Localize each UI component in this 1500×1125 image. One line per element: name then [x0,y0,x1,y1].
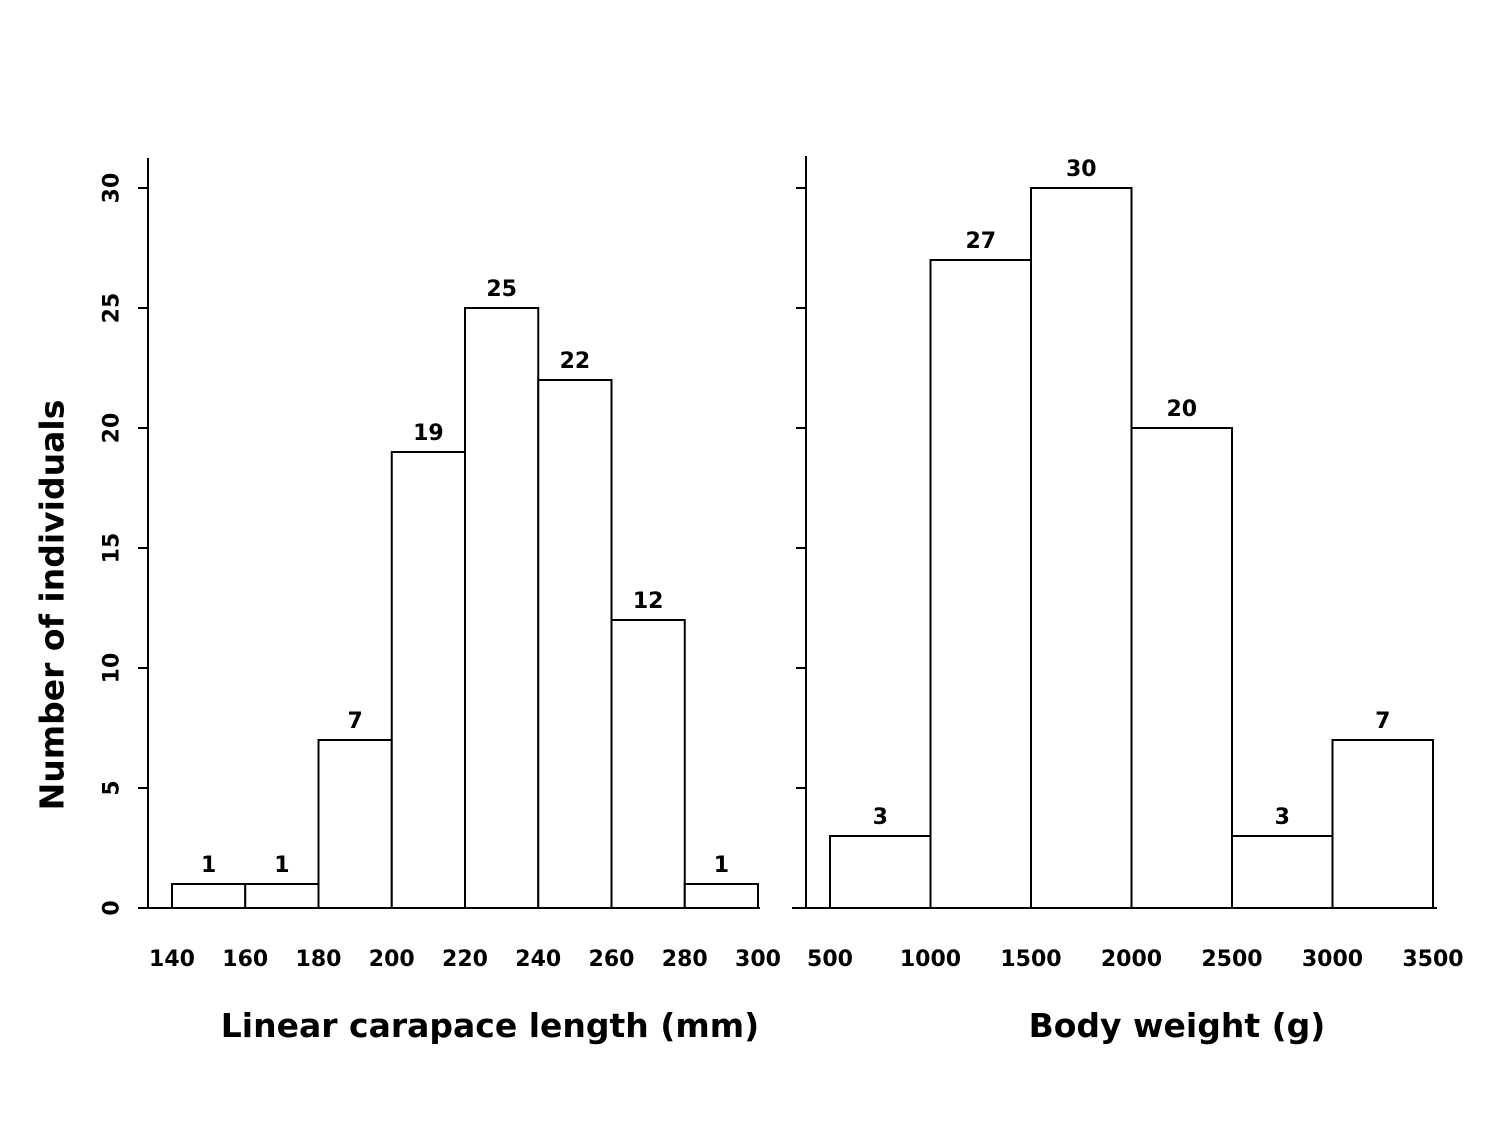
histogram-bar [610,619,686,909]
bar-value-label: 19 [413,421,444,446]
bar-value-label: 20 [1166,397,1197,422]
histogram-bar [1130,427,1233,909]
y-tick-label: 25 [100,293,125,324]
bar-value-label: 22 [560,349,591,374]
bar-value-label: 1 [714,853,729,878]
x-axis-title: Linear carapace length (mm) [221,1006,759,1045]
x-tick-label: 220 [442,947,488,972]
bar-value-label: 7 [347,709,362,734]
x-tick-label: 180 [296,947,342,972]
histogram-bar [171,883,247,909]
histogram-bar [829,835,932,909]
x-tick-label: 3500 [1402,947,1463,972]
bar-value-label: 1 [274,853,289,878]
bar-value-label: 12 [633,589,664,614]
y-tick-label: 30 [100,173,125,204]
y-tick-label: 15 [100,533,125,564]
x-tick-label: 2000 [1101,947,1162,972]
bar-value-label: 1 [201,853,216,878]
x-tick-label: 280 [662,947,708,972]
x-tick-label: 2500 [1201,947,1262,972]
x-tick-label: 1000 [900,947,961,972]
bar-value-label: 3 [1275,805,1290,830]
histogram-bar [317,739,393,909]
y-tick-label: 0 [100,900,125,915]
y-tick-label: 20 [100,413,125,444]
histogram-bar [244,883,320,909]
histogram-bar [390,451,466,909]
x-tick-label: 300 [735,947,781,972]
x-tick-label: 160 [222,947,268,972]
x-tick-label: 3000 [1302,947,1363,972]
x-tick-label: 140 [149,947,195,972]
y-tick-label: 10 [100,653,125,684]
y-axis-title: Number of individuals [33,400,72,811]
histogram-bar [1331,739,1434,909]
x-tick-label: 500 [807,947,853,972]
histogram-bar [929,259,1032,909]
bar-value-label: 3 [873,805,888,830]
histogram-bar [464,307,540,909]
bar-value-label: 7 [1375,709,1390,734]
bar-value-label: 30 [1066,157,1097,182]
histogram-bar [683,883,759,909]
x-tick-label: 260 [589,947,635,972]
bar-value-label: 25 [486,277,517,302]
histogram-bar [1231,835,1334,909]
y-tick-label: 5 [100,780,125,795]
histogram-bar [1030,187,1133,909]
x-tick-label: 200 [369,947,415,972]
carapace-length-histogram: 0 5 10 15 20 25 30 1 1 7 19 25 22 12 1 140 160 180 200 220 2… [33,158,781,1045]
histogram-bar [537,379,613,909]
x-tick-label: 240 [515,947,561,972]
body-weight-histogram: 3 27 30 20 3 7 500 1000 1500 2000 2500 3000 3500 Body… [792,156,1464,1045]
x-tick-label: 1500 [1000,947,1061,972]
x-axis-title: Body weight (g) [1029,1006,1326,1045]
bar-value-label: 27 [965,229,996,254]
